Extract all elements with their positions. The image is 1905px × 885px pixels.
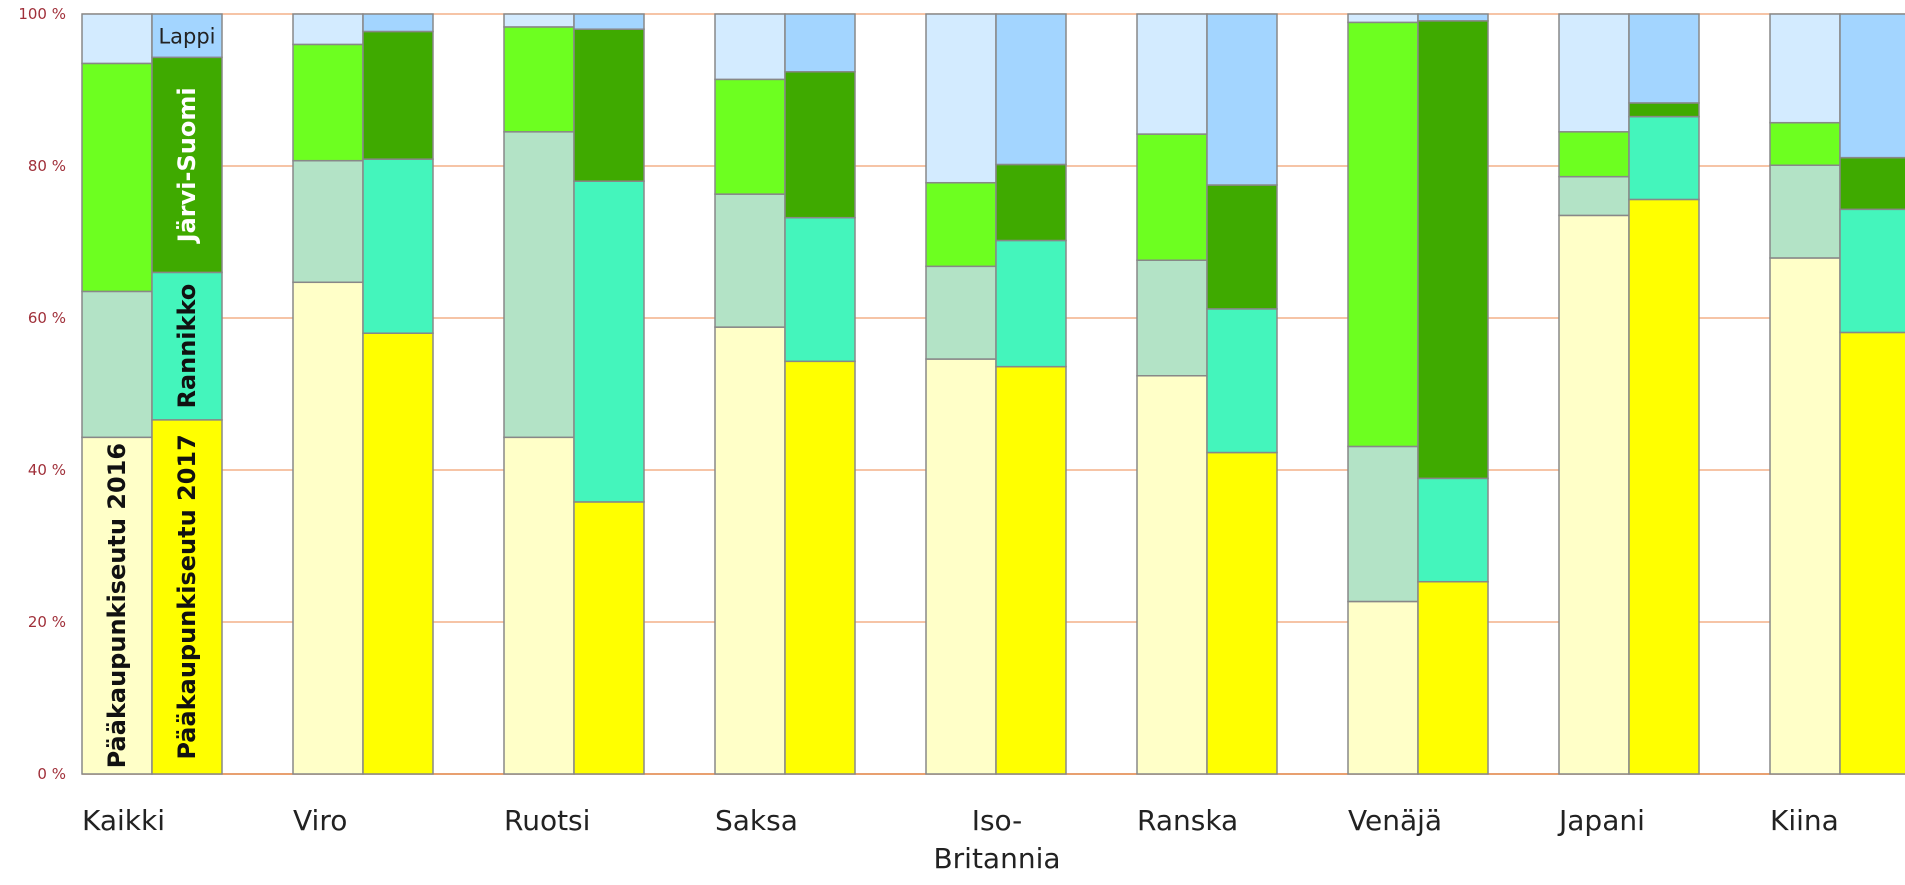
bar-segment <box>363 333 433 774</box>
bar-segment <box>1840 209 1905 332</box>
bar-segment <box>1137 134 1207 260</box>
bar-segment <box>1629 103 1699 117</box>
bar-segment <box>1629 14 1699 103</box>
bar-segment <box>1559 215 1629 774</box>
y-tick-label: 60 % <box>28 309 66 327</box>
x-tick-label: Ranska <box>1137 804 1238 837</box>
bar-segment <box>926 266 996 359</box>
bar-segment <box>1559 132 1629 177</box>
bar-segment <box>1418 478 1488 581</box>
x-tick-label: Britannia <box>933 842 1060 875</box>
bar-segment <box>715 194 785 327</box>
bar-segment <box>1207 309 1277 453</box>
y-tick-label: 80 % <box>28 157 66 175</box>
bar-segment <box>1418 14 1488 21</box>
bar-segment <box>1840 158 1905 210</box>
x-tick-label: Saksa <box>715 804 798 837</box>
segment-label: Lappi <box>158 25 215 49</box>
bar-segment <box>293 282 363 774</box>
x-tick-label: Venäjä <box>1348 804 1442 837</box>
bar-segment <box>504 437 574 774</box>
bar-segment <box>363 31 433 159</box>
bar-segment <box>574 29 644 181</box>
bar-segment <box>1207 453 1277 774</box>
bar-segment <box>504 27 574 132</box>
bar-segment <box>926 183 996 267</box>
bar-segment <box>1840 332 1905 774</box>
bar-segment <box>1770 258 1840 774</box>
bar-segment <box>926 14 996 183</box>
bar-segment <box>293 14 363 44</box>
y-axis-ticks: 0 % 20 % 40 % 60 % 80 % 100 % <box>18 5 66 783</box>
bar-segment <box>82 63 152 291</box>
bar-segment <box>1137 260 1207 376</box>
x-tick-label: Kiina <box>1770 804 1839 837</box>
bar-segment <box>996 14 1066 164</box>
bar-segment <box>293 44 363 160</box>
bar-segment <box>785 14 855 72</box>
segment-label: Järvi-Suomi <box>173 87 201 244</box>
bar-segment <box>715 327 785 774</box>
bar-segment <box>82 14 152 63</box>
bar-segment <box>1137 376 1207 774</box>
bar-segment <box>1629 117 1699 200</box>
bar-segment <box>785 218 855 362</box>
bar-segment <box>1559 14 1629 132</box>
segment-label: Pääkaupunkiseutu 2016 <box>103 443 131 768</box>
y-tick-label: 0 % <box>37 765 66 783</box>
y-tick-label: 40 % <box>28 461 66 479</box>
bar-segment <box>1137 14 1207 134</box>
bar-segment <box>996 367 1066 774</box>
bar-segment <box>1559 177 1629 216</box>
y-tick-label: 20 % <box>28 613 66 631</box>
bar-segment <box>785 361 855 774</box>
bar-segment <box>1348 22 1418 446</box>
bar-segment <box>1840 14 1905 158</box>
bar-segment <box>1348 601 1418 774</box>
bar-segment <box>1207 185 1277 309</box>
bar-segment <box>1418 21 1488 479</box>
y-tick-label: 100 % <box>18 5 66 23</box>
bar-segment <box>82 291 152 437</box>
bar-segment <box>785 72 855 218</box>
bar-segment <box>1418 582 1488 774</box>
segment-label: Rannikko <box>173 284 201 409</box>
bar-segment <box>1770 165 1840 258</box>
bar-segment <box>1770 123 1840 166</box>
x-tick-label: Japani <box>1557 804 1645 837</box>
bar-segment <box>574 14 644 29</box>
bar-segment <box>926 359 996 774</box>
bar-segment <box>363 159 433 333</box>
segment-label: Pääkaupunkiseutu 2017 <box>173 434 201 759</box>
x-tick-label: Ruotsi <box>504 804 590 837</box>
bar-segment <box>996 164 1066 240</box>
x-axis-ticks: Kaikki Viro Ruotsi Saksa Iso- Britannia Ranska… <box>82 804 1839 875</box>
bar-segment <box>1770 14 1840 123</box>
bar-segment <box>504 132 574 438</box>
bar-segment <box>715 79 785 194</box>
bar-segment <box>574 181 644 502</box>
x-tick-label: Iso- <box>972 804 1023 837</box>
bars <box>82 14 1905 774</box>
bar-segment <box>363 14 433 31</box>
bar-segment <box>1348 14 1418 22</box>
bar-segment <box>1629 199 1699 774</box>
bar-segment <box>1207 14 1277 185</box>
bar-segment <box>996 240 1066 366</box>
x-tick-label: Kaikki <box>82 804 165 837</box>
bar-segment <box>574 502 644 774</box>
x-tick-label: Viro <box>293 804 347 837</box>
bar-segment <box>1348 446 1418 601</box>
bar-segment <box>293 161 363 283</box>
bar-segment <box>715 14 785 79</box>
bar-segment <box>504 14 574 27</box>
